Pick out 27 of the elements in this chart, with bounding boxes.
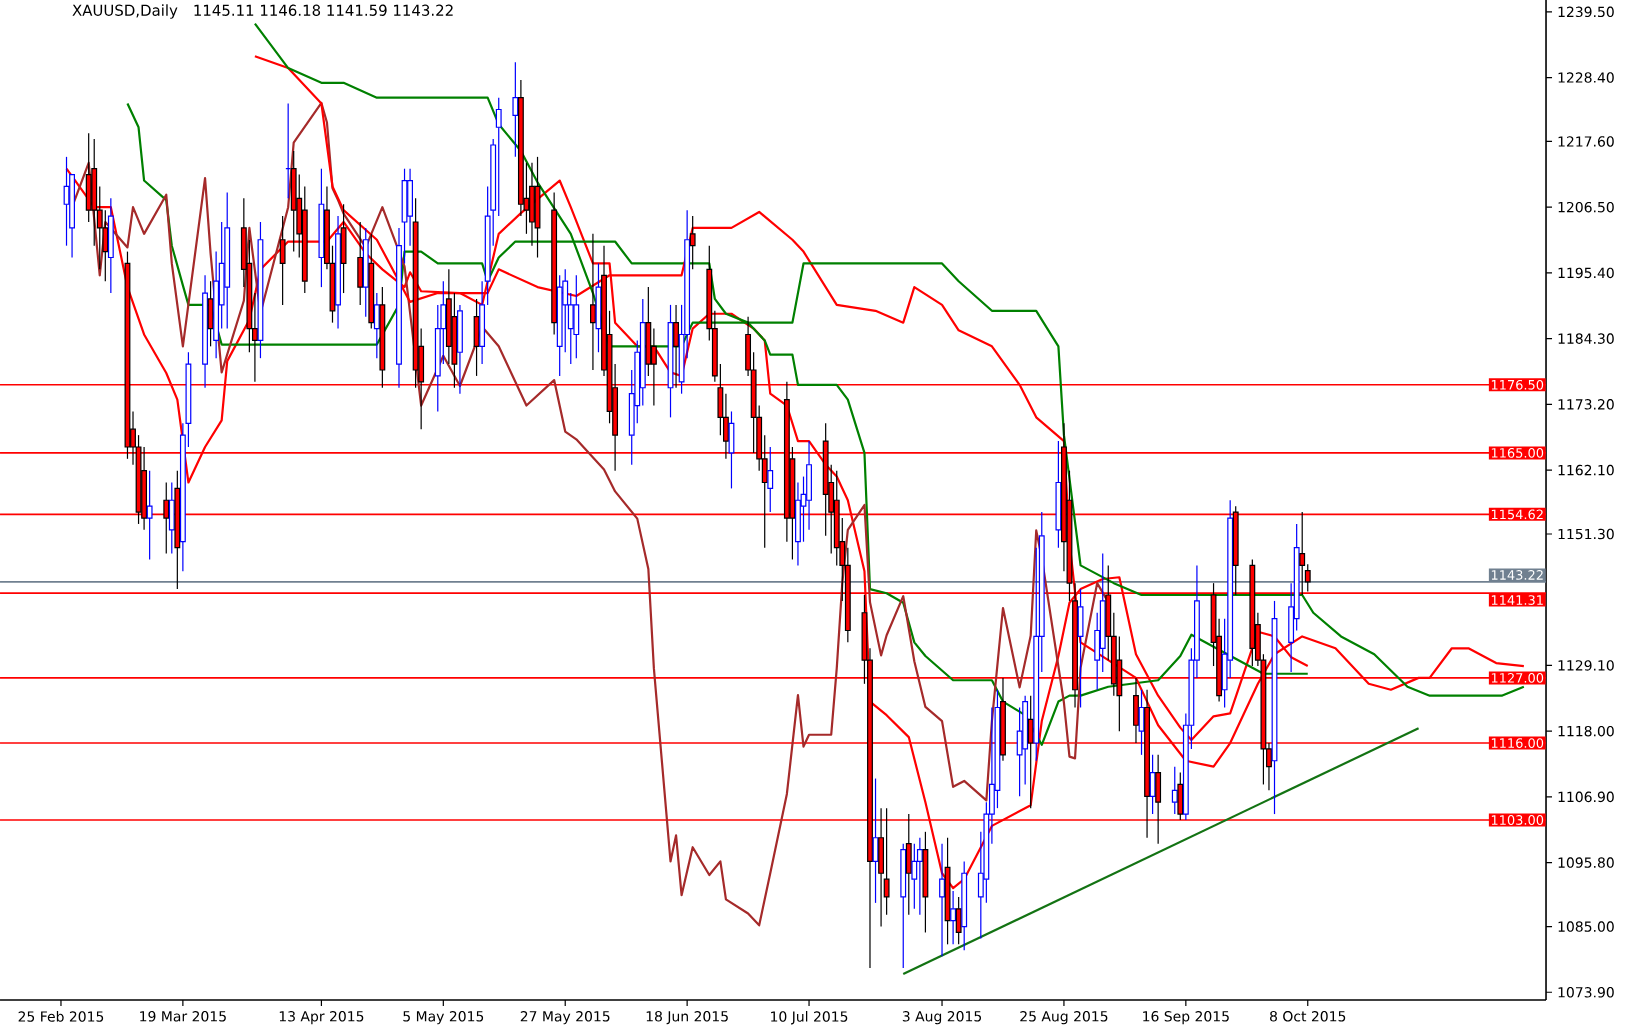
line-series xyxy=(70,101,1110,927)
candlestick xyxy=(340,203,347,294)
candlestick xyxy=(396,227,402,389)
candlestick xyxy=(529,162,535,247)
candlestick xyxy=(213,251,220,359)
candlestick xyxy=(434,304,441,413)
candlestick xyxy=(806,440,812,531)
candlestick xyxy=(318,168,325,288)
candlestick xyxy=(335,215,341,330)
candlestick xyxy=(939,843,945,957)
candlestick xyxy=(224,191,231,330)
candlestick xyxy=(457,304,463,395)
candlestick xyxy=(573,274,580,359)
candlestick xyxy=(595,262,602,353)
candlestick xyxy=(1016,706,1023,797)
candlestick xyxy=(767,446,774,513)
candlestick xyxy=(950,890,957,945)
candlestick xyxy=(146,470,153,561)
candlestick xyxy=(1022,695,1029,786)
candlestick xyxy=(279,215,286,306)
candlestick xyxy=(1099,552,1106,673)
candlestick xyxy=(202,274,208,389)
candlestick xyxy=(512,61,519,158)
candlestick xyxy=(795,481,801,566)
candlestick xyxy=(407,168,413,247)
candlestick xyxy=(445,268,452,365)
candlestick xyxy=(551,191,558,336)
